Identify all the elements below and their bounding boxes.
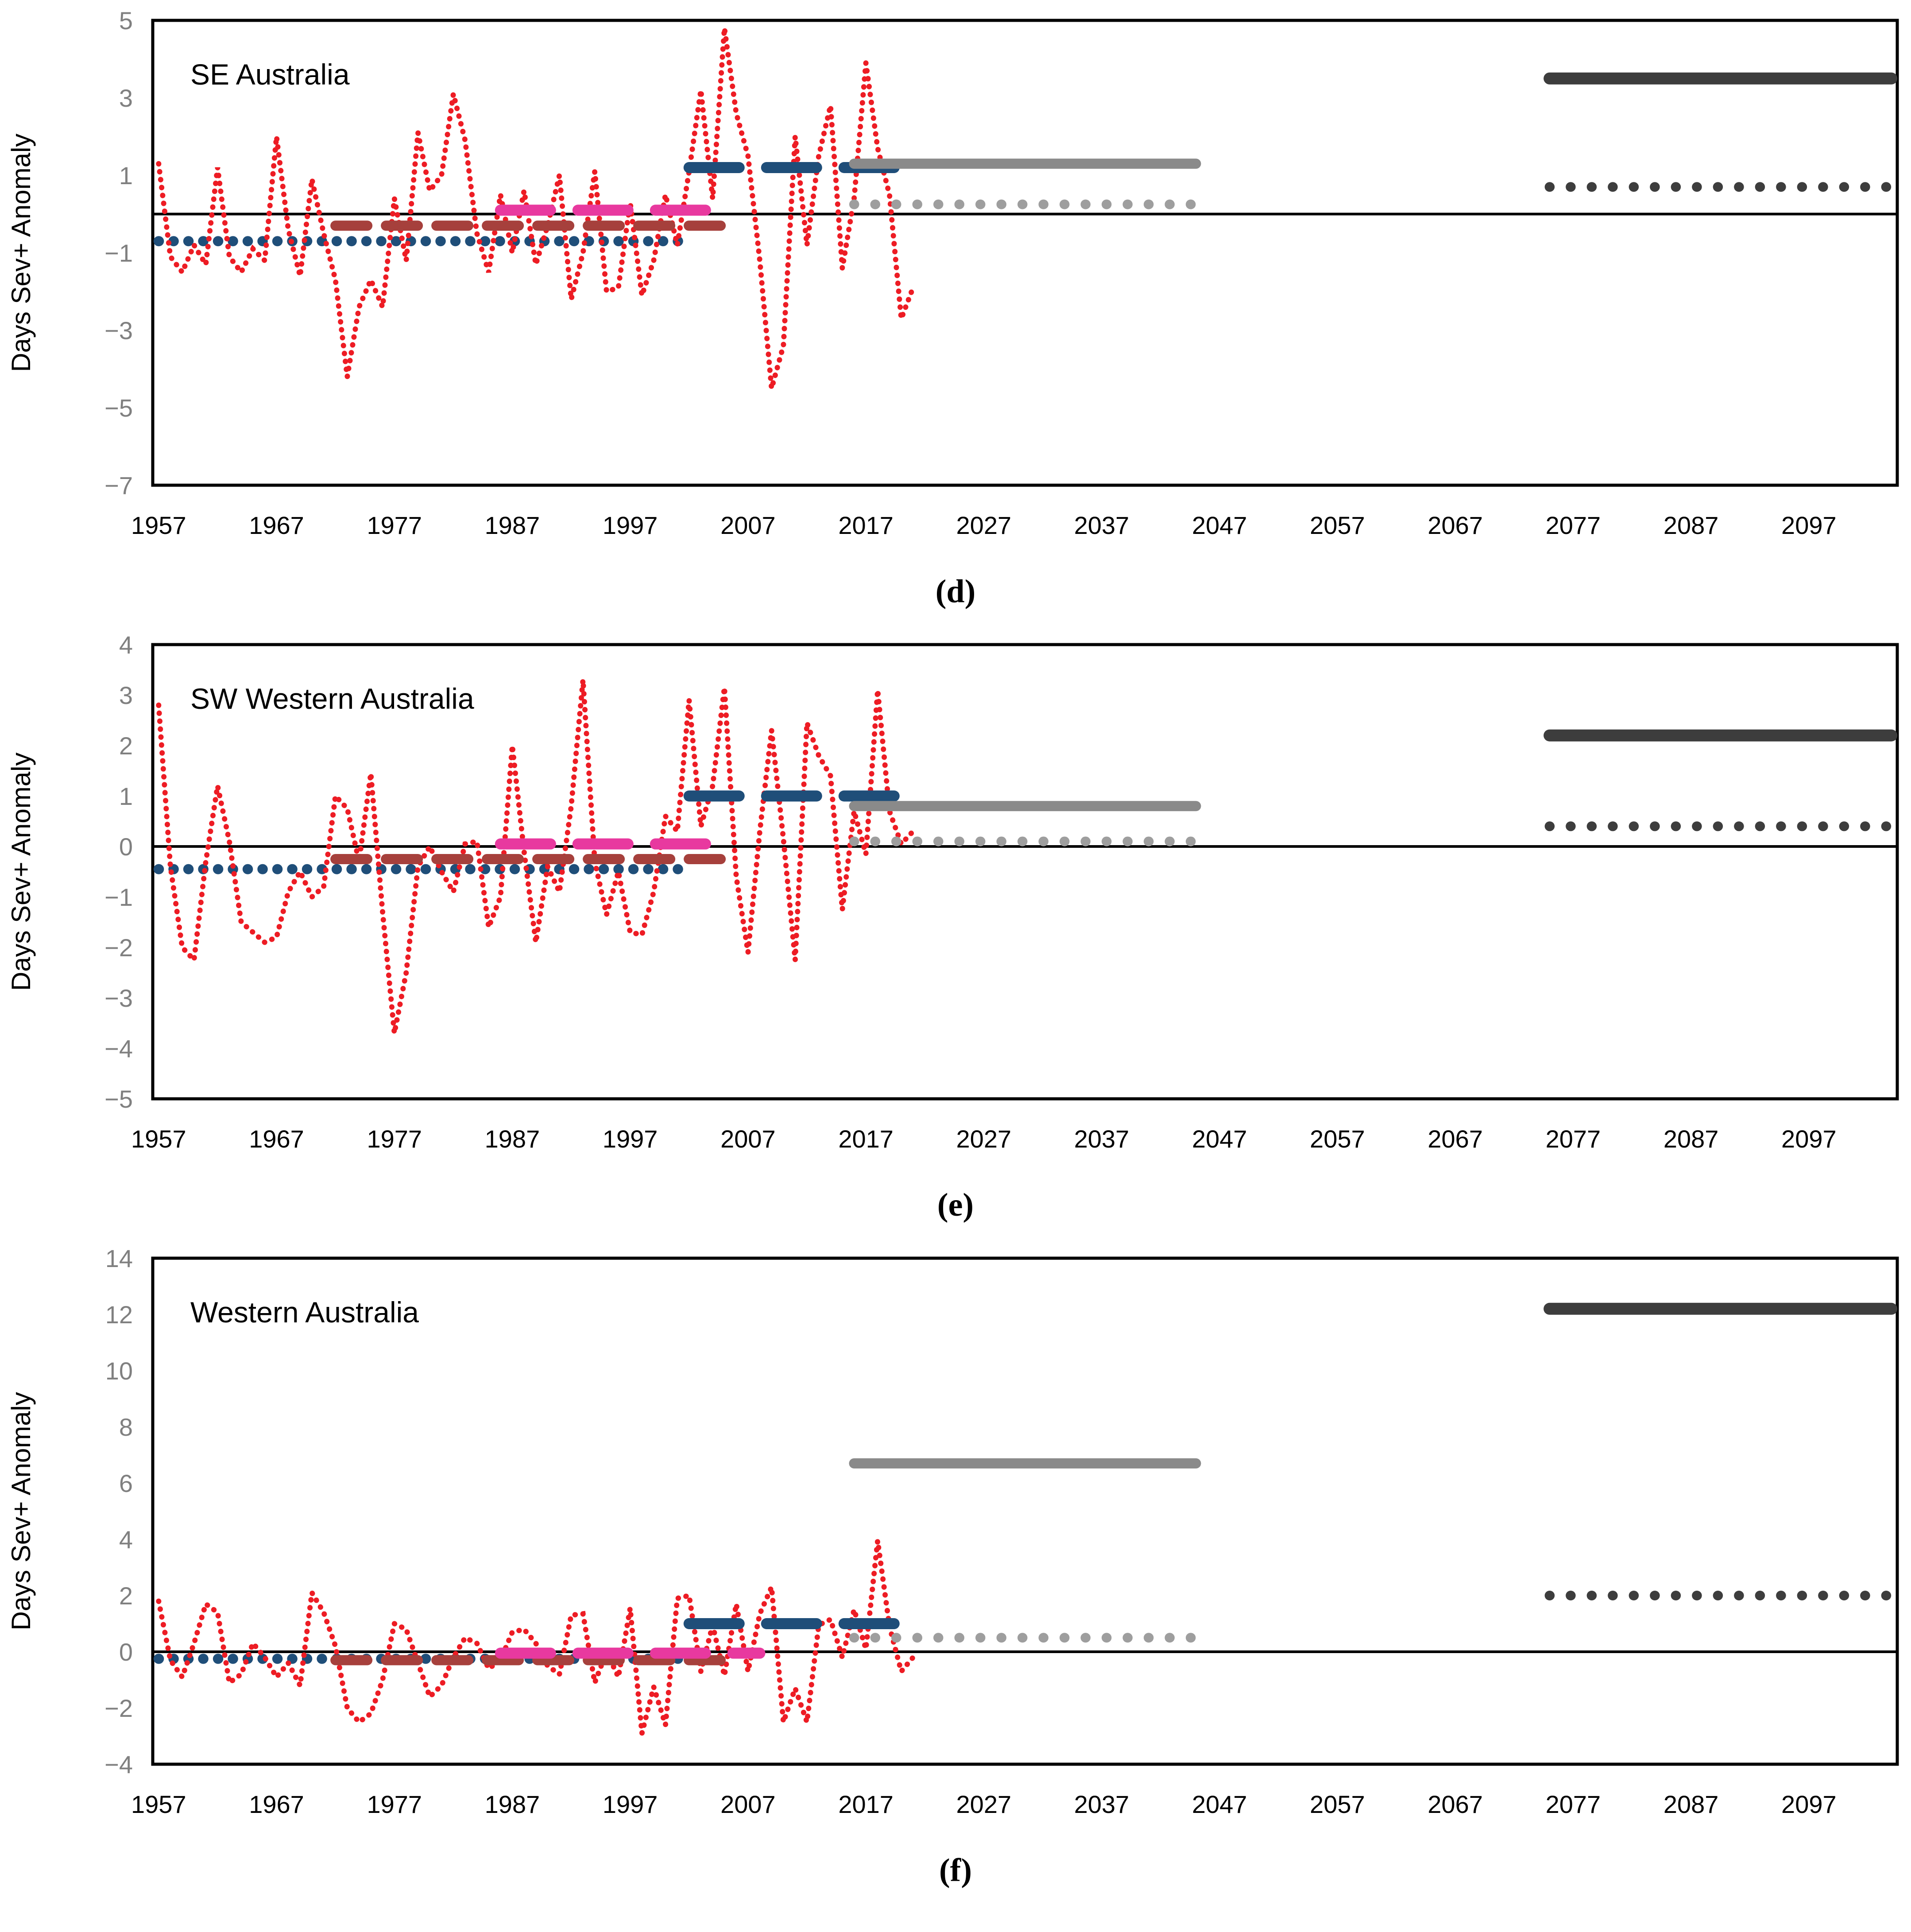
x-tick-label: 1957 (131, 511, 186, 539)
y-tick-label: 0 (119, 833, 133, 861)
x-tick-label: 2077 (1546, 1790, 1601, 1818)
chart-f-canvas: Western Australia 14 12 10 8 6 4 2 0 −2 −4 1957 1967… (6, 1244, 1899, 1818)
x-tick-label: 2027 (956, 1125, 1012, 1153)
y-tick-label: −4 (104, 1750, 133, 1778)
y-tick-label: 3 (119, 681, 133, 709)
x-tick-label: 2097 (1781, 511, 1837, 539)
x-tick-label: 1977 (367, 511, 422, 539)
x-tick-label: 2087 (1663, 1790, 1719, 1818)
x-tick-label: 2047 (1192, 1790, 1247, 1818)
x-tick-label: 2057 (1310, 1125, 1365, 1153)
plot-border (151, 19, 1899, 487)
y-axis-label: Days Sev+ Anomaly (6, 753, 36, 991)
x-tick-label: 1997 (603, 1790, 658, 1818)
x-tick-label: 2077 (1546, 1125, 1601, 1153)
y-tick-label: 4 (119, 631, 133, 659)
y-tick-label: −2 (104, 934, 133, 962)
y-tick-label: −3 (104, 317, 133, 344)
x-tick-label: 2007 (720, 511, 776, 539)
y-tick-label: −5 (104, 394, 133, 422)
x-tick-label: 2047 (1192, 511, 1247, 539)
y-tick-label: −5 (104, 1085, 133, 1113)
y-tick-label: 5 (119, 7, 133, 35)
x-tick-label: 1967 (249, 1125, 304, 1153)
y-tick-label: 0 (119, 1638, 133, 1666)
y-tick-label: 12 (105, 1301, 133, 1329)
panel-letter-f: (f) (939, 1852, 972, 1889)
x-tick-label: 1967 (249, 511, 304, 539)
chart-title: SE Australia (190, 58, 350, 91)
x-tick-label: 1987 (485, 1125, 540, 1153)
x-tick-label: 2037 (1074, 1125, 1130, 1153)
x-tick-label: 2007 (720, 1790, 776, 1818)
x-tick-label: 2017 (838, 511, 894, 539)
y-tick-label: −1 (104, 883, 133, 911)
y-tick-label: 3 (119, 84, 133, 112)
x-tick-label: 2087 (1663, 1125, 1719, 1153)
y-tick-label: 14 (105, 1244, 133, 1272)
x-tick-label: 2067 (1427, 1125, 1483, 1153)
chart-e-canvas: SW Western Australia 4 3 2 1 0 −1 −2 −3 −4 −5 1957 1… (6, 631, 1899, 1153)
x-tick-label: 1977 (367, 1125, 422, 1153)
x-tick-label: 2057 (1310, 1790, 1365, 1818)
y-tick-label: −2 (104, 1694, 133, 1722)
y-tick-label: −4 (104, 1035, 133, 1063)
y-tick-label: 2 (119, 1582, 133, 1610)
x-tick-label: 2057 (1310, 511, 1365, 539)
y-tick-label: 6 (119, 1469, 133, 1497)
plot-border (151, 643, 1899, 1101)
x-tick-label: 2077 (1546, 511, 1601, 539)
x-tick-label: 1977 (367, 1790, 422, 1818)
series-annual-observed (156, 680, 916, 1034)
x-tick-label: 2037 (1074, 511, 1130, 539)
x-tick-label: 2017 (838, 1790, 894, 1818)
chart-title: SW Western Australia (190, 682, 474, 715)
x-tick-label: 2037 (1074, 1790, 1130, 1818)
y-tick-label: −1 (104, 239, 133, 267)
x-tick-label: 2027 (956, 511, 1012, 539)
y-tick-label: −3 (104, 984, 133, 1012)
chart-panel-f: Western Australia 14 12 10 8 6 4 2 0 −2 −4 1957 1967… (0, 1240, 1911, 1906)
x-tick-label: 1957 (131, 1790, 186, 1818)
panel-letter-e: (e) (937, 1186, 974, 1223)
y-tick-label: 10 (105, 1357, 133, 1385)
series-annual-observed (156, 1540, 916, 1734)
x-tick-label: 2087 (1663, 511, 1719, 539)
x-tick-label: 2067 (1427, 511, 1483, 539)
chart-panel-d: SE Australia 5 3 1 −1 −3 −5 −7 1957 1967 1977 1987 1… (0, 3, 1911, 627)
x-tick-label: 1957 (131, 1125, 186, 1153)
plot-border (151, 1256, 1899, 1766)
x-tick-label: 1987 (485, 511, 540, 539)
y-tick-label: 2 (119, 732, 133, 760)
chart-d-canvas: SE Australia 5 3 1 −1 −3 −5 −7 1957 1967 1977 1987 1… (6, 7, 1899, 539)
y-tick-label: −7 (104, 471, 133, 499)
y-tick-label: 1 (119, 782, 133, 810)
x-tick-label: 1997 (603, 511, 658, 539)
x-tick-label: 2047 (1192, 1125, 1247, 1153)
x-tick-label: 2097 (1781, 1125, 1837, 1153)
x-tick-label: 2017 (838, 1125, 894, 1153)
chart-panel-e: SW Western Australia 4 3 2 1 0 −1 −2 −3 −4 −5 1957 1… (0, 627, 1911, 1240)
y-tick-label: 1 (119, 162, 133, 189)
y-axis-label: Days Sev+ Anomaly (6, 134, 36, 372)
x-tick-label: 2027 (956, 1790, 1012, 1818)
x-tick-label: 2007 (720, 1125, 776, 1153)
x-tick-label: 2067 (1427, 1790, 1483, 1818)
y-tick-label: 8 (119, 1413, 133, 1441)
x-tick-label: 1997 (603, 1125, 658, 1153)
x-tick-label: 2097 (1781, 1790, 1837, 1818)
y-axis-label: Days Sev+ Anomaly (6, 1392, 36, 1631)
y-tick-label: 4 (119, 1526, 133, 1553)
chart-title: Western Australia (190, 1296, 419, 1329)
x-tick-label: 1967 (249, 1790, 304, 1818)
panel-letter-d: (d) (935, 573, 976, 610)
x-tick-label: 1987 (485, 1790, 540, 1818)
